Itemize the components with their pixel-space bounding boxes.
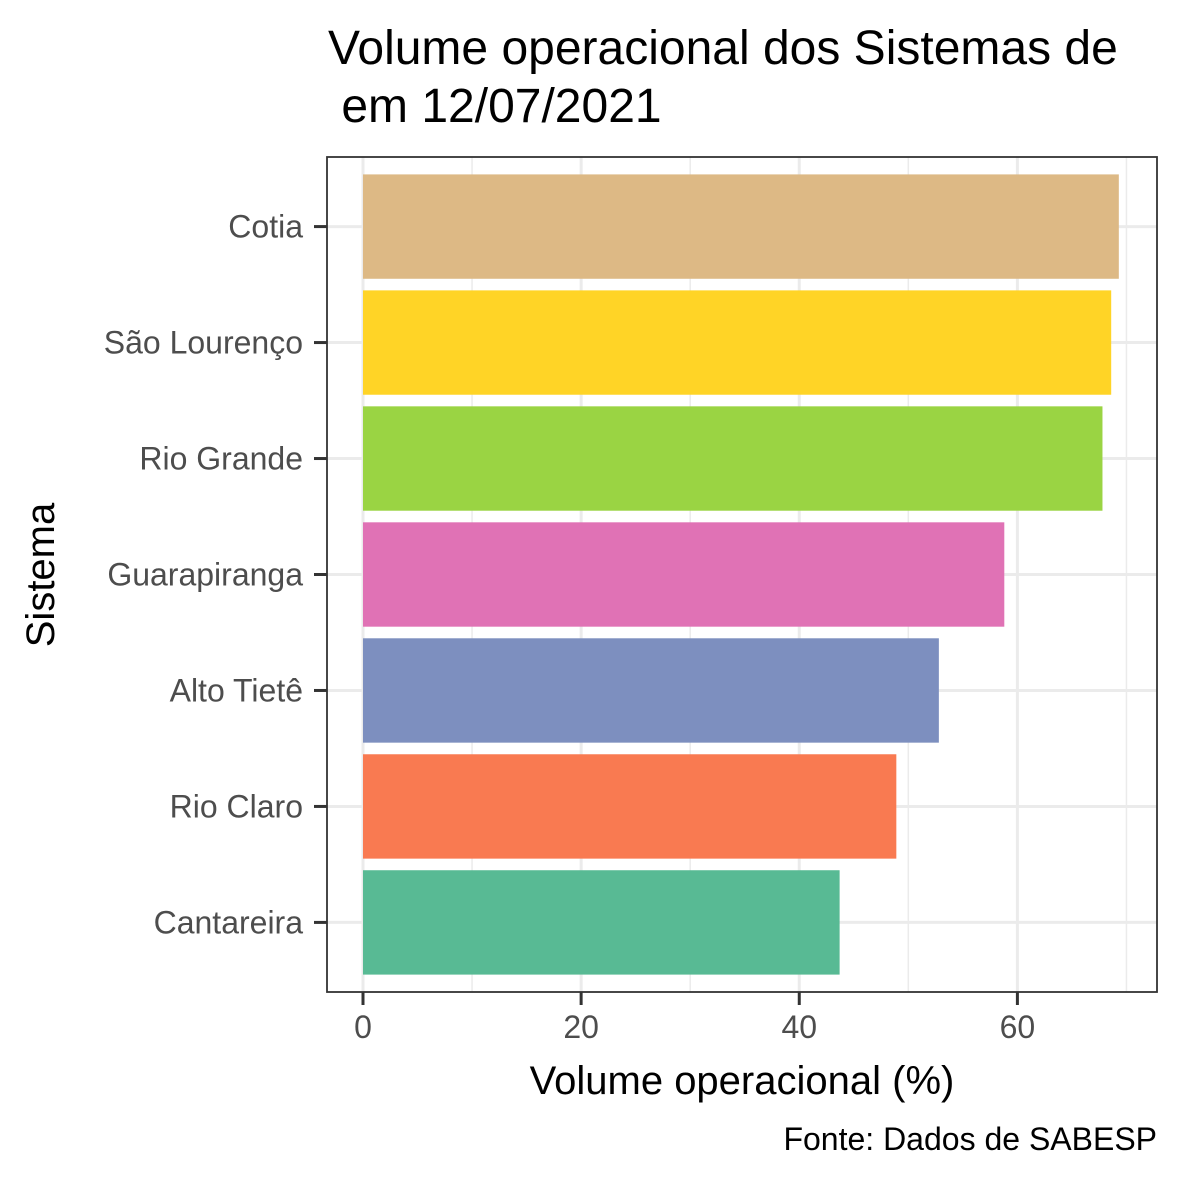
y-tick-label: Rio Claro xyxy=(170,788,303,824)
chart-title-line-1: Volume operacional dos Sistemas de xyxy=(328,22,1118,75)
y-axis-title: Sistema xyxy=(19,502,63,647)
x-axis-title: Volume operacional (%) xyxy=(530,1059,955,1103)
x-tick-label: 20 xyxy=(563,1009,599,1045)
bar-cantareira xyxy=(362,870,840,975)
bars xyxy=(362,174,1119,975)
plot-panel xyxy=(326,156,1158,993)
y-tick-label: Guarapiranga xyxy=(107,557,303,593)
y-axis: Cotia São Lourenço Rio Grande Guarapiranga A… xyxy=(104,209,327,940)
y-tick-label: Alto Tietê xyxy=(170,672,303,708)
x-tick-label: 40 xyxy=(781,1009,817,1045)
x-axis: 0 20 40 60 xyxy=(354,992,1035,1045)
chart-caption: Fonte: Dados de SABESP xyxy=(783,1121,1157,1157)
bar-guarapiranga xyxy=(362,522,1005,627)
x-tick-label: 60 xyxy=(1000,1009,1036,1045)
bar-rio-claro xyxy=(362,754,897,859)
y-tick-label: Rio Grande xyxy=(139,441,303,477)
y-tick-label: Cantareira xyxy=(154,904,304,940)
y-tick-label: Cotia xyxy=(228,209,303,245)
bar-são-lourenço xyxy=(362,290,1112,395)
bar-cotia xyxy=(362,174,1119,279)
chart-title-line-2: em 12/07/2021 xyxy=(328,80,662,133)
y-tick-label: São Lourenço xyxy=(104,325,303,361)
bar-alto-tietê xyxy=(362,638,939,743)
bar-rio-grande xyxy=(362,406,1103,511)
x-tick-label: 0 xyxy=(354,1009,372,1045)
